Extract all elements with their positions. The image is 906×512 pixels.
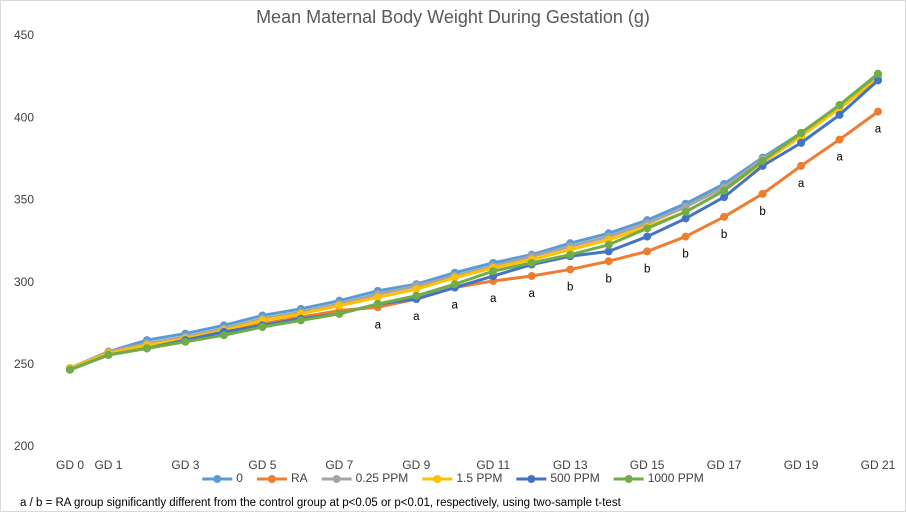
data-point <box>835 135 844 144</box>
data-point <box>643 224 652 233</box>
data-point <box>604 257 613 266</box>
data-point <box>643 232 652 241</box>
data-point <box>720 186 729 195</box>
data-point <box>527 258 536 267</box>
legend-marker <box>433 475 442 483</box>
y-tick-label: 450 <box>14 28 34 42</box>
y-tick-label: 200 <box>14 439 34 453</box>
legend-marker <box>527 475 536 483</box>
x-tick-label: GD 3 <box>171 458 199 472</box>
significance-label: b <box>605 273 611 285</box>
x-tick-label: GD 21 <box>861 458 896 472</box>
legend-marker <box>213 475 222 483</box>
data-point <box>797 128 806 137</box>
x-tick-label: GD 13 <box>553 458 588 472</box>
data-point <box>335 301 344 310</box>
series-line <box>69 72 879 372</box>
y-tick-label: 250 <box>14 357 34 371</box>
significance-label: a <box>490 293 497 305</box>
footnote: a / b = RA group significantly different… <box>20 497 622 509</box>
legend-marker <box>332 475 341 483</box>
significance-label: a <box>413 311 420 323</box>
data-point <box>219 331 228 340</box>
y-tick-label: 300 <box>14 275 34 289</box>
legend-label: RA <box>291 471 308 485</box>
data-point <box>835 101 844 110</box>
data-point <box>412 291 421 300</box>
data-point <box>604 240 613 249</box>
data-point <box>258 322 267 331</box>
x-tick-label: GD 0 <box>56 458 84 472</box>
legend-label: 1.5 PPM <box>456 471 502 485</box>
x-tick-label: GD 5 <box>248 458 276 472</box>
data-point <box>335 309 344 318</box>
legend-marker <box>267 475 276 483</box>
data-point <box>373 293 382 302</box>
x-tick-label: GD 11 <box>476 458 510 472</box>
data-point <box>450 273 459 282</box>
data-point <box>489 267 498 276</box>
x-tick-label: GD 17 <box>707 458 742 472</box>
data-point <box>797 161 806 170</box>
series-line <box>69 74 879 370</box>
x-tick-label: GD 9 <box>402 458 430 472</box>
significance-label: b <box>721 229 727 241</box>
data-point <box>758 189 767 198</box>
data-point <box>604 247 613 256</box>
data-point <box>296 316 305 325</box>
data-point <box>874 107 882 116</box>
data-point <box>681 214 690 223</box>
data-point <box>681 207 690 216</box>
data-point <box>104 350 113 359</box>
significance-label: b <box>682 249 688 261</box>
significance-label: a <box>798 178 805 190</box>
data-point <box>66 365 74 374</box>
series-line <box>69 72 879 370</box>
data-point <box>566 250 575 259</box>
y-tick-label: 400 <box>14 110 34 124</box>
data-point <box>720 212 729 221</box>
legend-label: 500 PPM <box>550 471 599 485</box>
legend-label: 1000 PPM <box>648 471 704 485</box>
x-tick-label: GD 1 <box>94 458 122 472</box>
significance-label: a <box>529 288 536 300</box>
data-point <box>373 299 382 308</box>
data-point <box>874 76 882 85</box>
data-point <box>720 193 729 202</box>
chart-title: Mean Maternal Body Weight During Gestati… <box>256 7 650 27</box>
y-tick-label: 350 <box>14 193 34 207</box>
x-tick-label: GD 7 <box>325 458 353 472</box>
legend-marker <box>624 475 633 483</box>
data-point <box>412 285 421 294</box>
data-point <box>681 232 690 241</box>
data-point <box>797 138 806 147</box>
data-point <box>874 69 882 78</box>
significance-label: b <box>567 281 573 293</box>
significance-label: b <box>759 206 765 218</box>
legend-label: 0 <box>236 471 243 485</box>
data-point <box>643 247 652 256</box>
significance-label: a <box>836 152 843 164</box>
data-point <box>566 265 575 274</box>
data-point <box>142 344 151 353</box>
series-line <box>69 79 880 372</box>
data-point <box>527 272 536 281</box>
significance-label: a <box>375 319 382 331</box>
significance-label: b <box>644 263 650 275</box>
x-tick-label: GD 19 <box>784 458 819 472</box>
data-point <box>450 280 459 289</box>
significance-label: a <box>875 124 882 136</box>
significance-label: a <box>452 300 459 312</box>
data-point <box>758 156 767 165</box>
x-tick-label: GD 15 <box>630 458 665 472</box>
legend-label: 0.25 PPM <box>356 471 409 485</box>
data-point <box>835 110 844 119</box>
data-point <box>181 337 190 346</box>
